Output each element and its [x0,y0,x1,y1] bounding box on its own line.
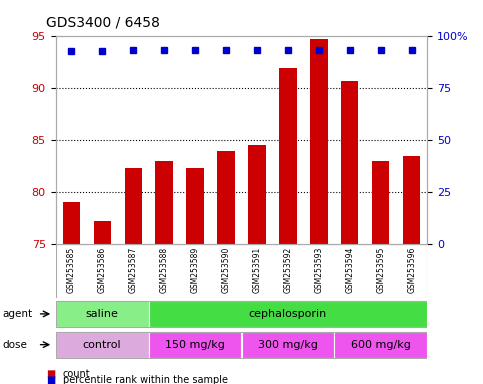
Text: GSM253588: GSM253588 [159,247,169,293]
Text: saline: saline [85,309,118,319]
Bar [149,332,242,358]
Text: ■: ■ [46,369,55,379]
Text: 600 mg/kg: 600 mg/kg [351,339,411,350]
Bar [242,332,334,358]
Text: GSM253589: GSM253589 [190,247,199,293]
Bar [56,332,149,358]
Bar [156,161,172,244]
Text: GSM253595: GSM253595 [376,247,385,293]
Text: GSM253591: GSM253591 [253,247,261,293]
Text: dose: dose [2,339,28,350]
Text: agent: agent [2,309,32,319]
Text: GSM253596: GSM253596 [408,247,416,293]
Text: count: count [63,369,90,379]
Bar [280,68,297,244]
Bar [186,168,203,244]
Bar [334,332,427,358]
Text: 150 mg/kg: 150 mg/kg [165,339,225,350]
Bar [403,156,421,244]
Text: 300 mg/kg: 300 mg/kg [258,339,318,350]
Bar [149,301,427,327]
Bar [341,81,358,244]
Bar [62,202,80,244]
Text: GDS3400 / 6458: GDS3400 / 6458 [46,15,160,29]
Bar [56,301,149,327]
Bar [125,168,142,244]
Bar [372,161,389,244]
Text: GSM253592: GSM253592 [284,247,293,293]
Text: GSM253585: GSM253585 [67,247,75,293]
Text: percentile rank within the sample: percentile rank within the sample [63,375,228,384]
Bar [94,221,111,244]
Bar [248,145,266,244]
Text: GSM253590: GSM253590 [222,247,230,293]
Text: cephalosporin: cephalosporin [249,309,327,319]
Text: GSM253587: GSM253587 [128,247,138,293]
Text: GSM253594: GSM253594 [345,247,355,293]
Text: ■: ■ [46,375,55,384]
Bar [217,151,235,244]
Bar [311,38,327,244]
Text: GSM253593: GSM253593 [314,247,324,293]
Text: control: control [83,339,121,350]
Text: GSM253586: GSM253586 [98,247,107,293]
